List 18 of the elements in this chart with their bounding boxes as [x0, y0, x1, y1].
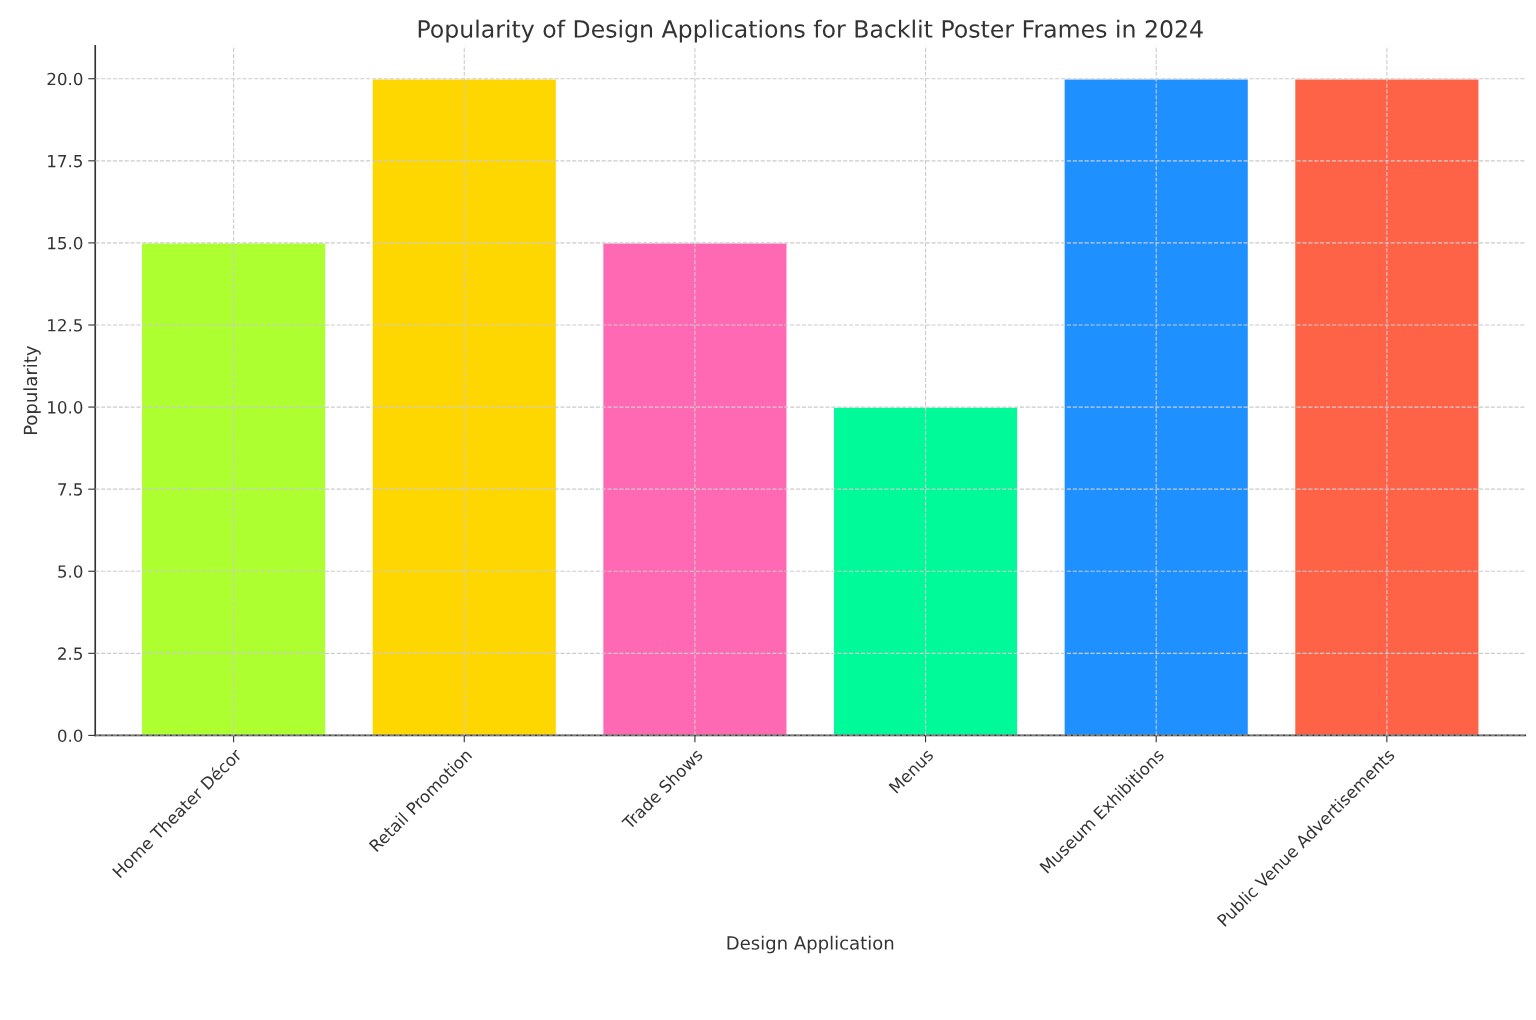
x-axis-title: Design Application	[727, 935, 894, 954]
y-tick-label: 12.5	[48, 318, 82, 332]
y-tick-label: 2.5	[58, 647, 82, 660]
y-tick-label: 5.0	[58, 565, 83, 578]
bar	[832, 406, 1019, 736]
bar	[140, 242, 327, 736]
chart-title: Popularity of Design Applications for Backlit Poster Frames in 2024	[418, 19, 1203, 43]
y-tick-label: 10.0	[48, 401, 83, 414]
y-axis-title: Popularity	[23, 345, 41, 435]
bar	[1293, 78, 1480, 736]
bar	[1063, 78, 1250, 736]
y-tick-label: 20.0	[47, 72, 83, 86]
y-tick-label: 17.5	[48, 155, 82, 168]
y-tick-label: 7.5	[58, 483, 82, 496]
bar	[601, 242, 788, 736]
y-tick-label: 0.0	[58, 729, 83, 742]
bar	[371, 78, 558, 736]
y-tick-label: 15.0	[48, 236, 83, 250]
